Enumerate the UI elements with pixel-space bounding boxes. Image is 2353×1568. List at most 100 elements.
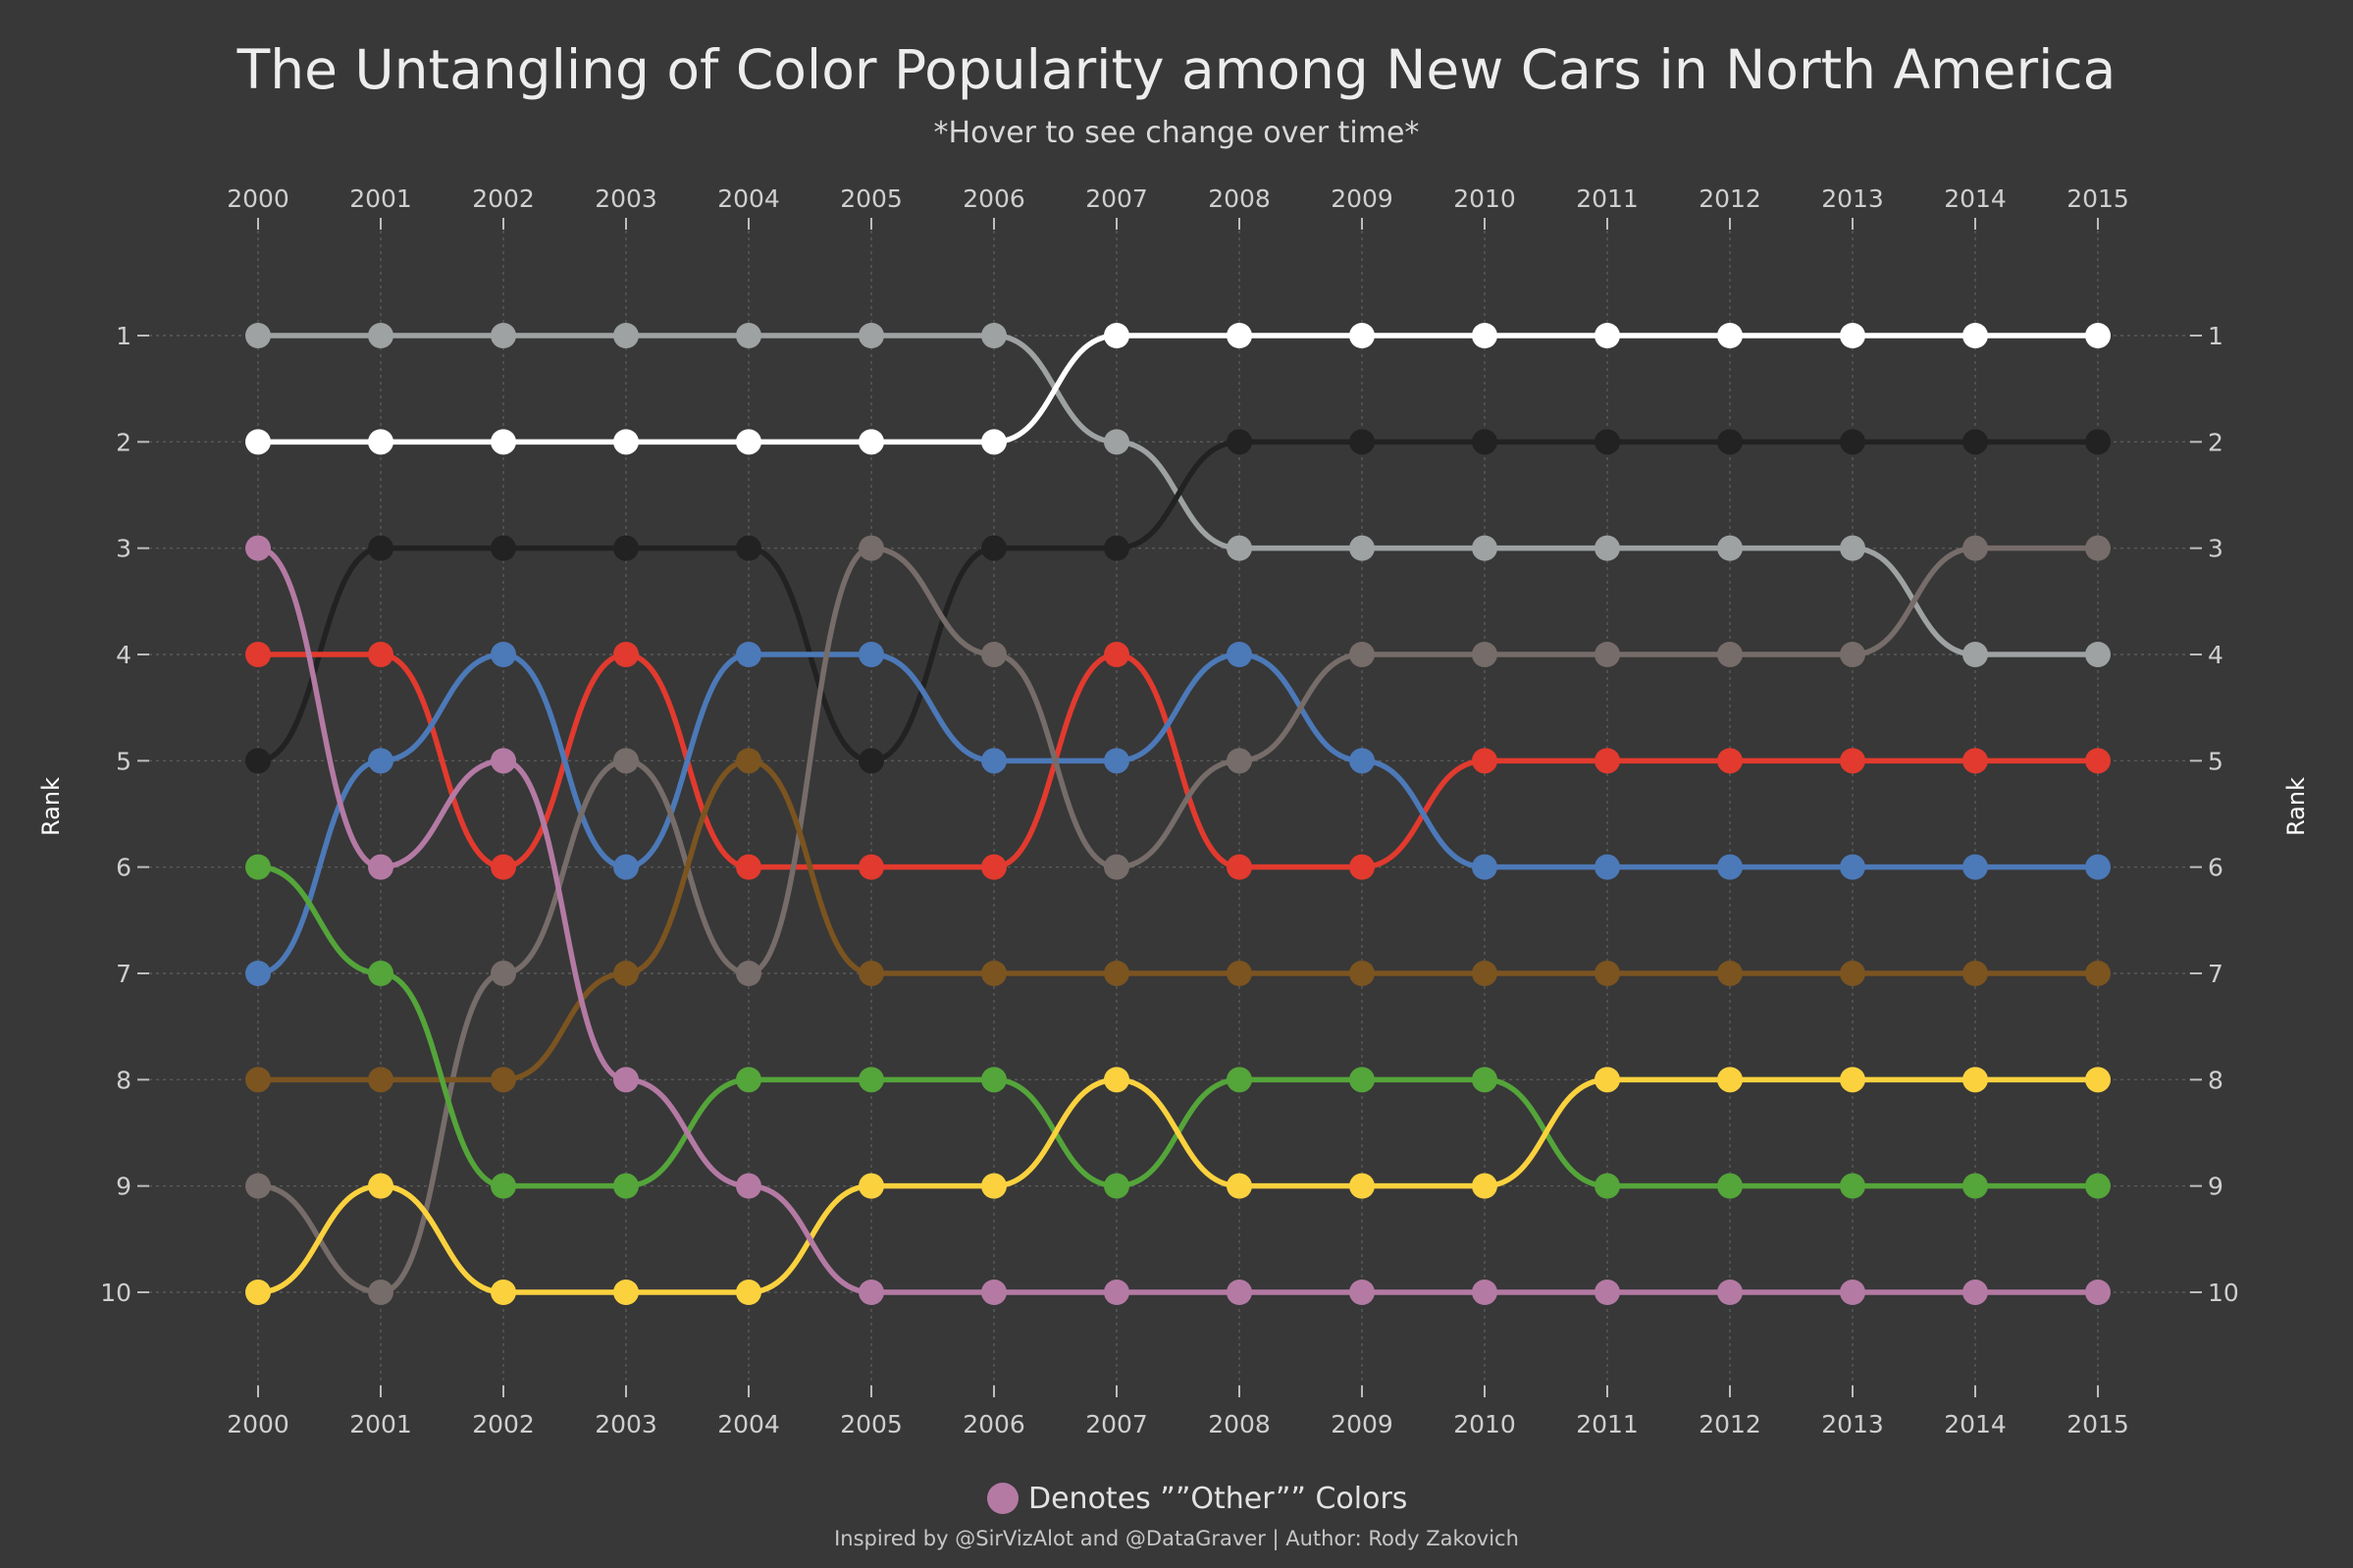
series-point[interactable] [981,748,1007,774]
series-point[interactable] [1595,854,1620,880]
series-point[interactable] [491,642,516,667]
series-point[interactable] [736,1280,761,1305]
series-point[interactable] [1472,323,1497,348]
series-point[interactable] [1349,748,1375,774]
series-point[interactable] [1349,961,1375,986]
series-point[interactable] [1227,748,1252,774]
series-point[interactable] [2085,535,2111,561]
series-point[interactable] [1840,323,1865,348]
series-point[interactable] [859,1067,884,1093]
series-point[interactable] [368,1280,393,1305]
series-point[interactable] [2085,961,2111,986]
series-point[interactable] [2085,854,2111,880]
series-point[interactable] [1104,1173,1129,1199]
series-point[interactable] [1962,961,1988,986]
series-point[interactable] [1349,429,1375,455]
series-point[interactable] [1104,323,1129,348]
series-point[interactable] [368,1067,393,1093]
series-point[interactable] [1962,748,1988,774]
series-point[interactable] [1717,748,1743,774]
series-point[interactable] [2085,429,2111,455]
series-point[interactable] [245,429,271,455]
series-point[interactable] [859,535,884,561]
series-point[interactable] [981,642,1007,667]
series-point[interactable] [1227,1173,1252,1199]
series-point[interactable] [1472,1067,1497,1093]
series-point[interactable] [613,1173,639,1199]
series-point[interactable] [1717,854,1743,880]
series-point[interactable] [859,323,884,348]
series-points[interactable] [245,323,2111,1305]
series-point[interactable] [1962,1067,1988,1093]
series-point[interactable] [1472,961,1497,986]
series-point[interactable] [245,323,271,348]
series-point[interactable] [245,854,271,880]
series-point[interactable] [245,535,271,561]
series-point[interactable] [1472,535,1497,561]
series-point[interactable] [2085,1067,2111,1093]
series-point[interactable] [736,535,761,561]
series-point[interactable] [1595,1067,1620,1093]
series-point[interactable] [859,961,884,986]
series-point[interactable] [1227,1067,1252,1093]
series-point[interactable] [1104,642,1129,667]
series-point[interactable] [1595,535,1620,561]
series-point[interactable] [245,748,271,774]
series-point[interactable] [736,642,761,667]
series-point[interactable] [491,1067,516,1093]
series-point[interactable] [1595,429,1620,455]
series-point[interactable] [1472,642,1497,667]
series-point[interactable] [368,642,393,667]
series-point[interactable] [1472,1173,1497,1199]
series-point[interactable] [1595,748,1620,774]
series-point[interactable] [1840,1067,1865,1093]
series-point[interactable] [1717,429,1743,455]
series-point[interactable] [491,961,516,986]
series-point[interactable] [368,1173,393,1199]
series-point[interactable] [859,1280,884,1305]
series-point[interactable] [1840,642,1865,667]
series-point[interactable] [1349,642,1375,667]
series-point[interactable] [1349,1280,1375,1305]
series-point[interactable] [981,854,1007,880]
series-point[interactable] [613,748,639,774]
series-point[interactable] [1595,1280,1620,1305]
series-point[interactable] [736,961,761,986]
series-point[interactable] [1962,1280,1988,1305]
series-point[interactable] [736,429,761,455]
series-point[interactable] [981,1067,1007,1093]
series-point[interactable] [491,323,516,348]
series-point[interactable] [613,429,639,455]
series-point[interactable] [1840,854,1865,880]
series-point[interactable] [1595,642,1620,667]
series-point[interactable] [736,1067,761,1093]
series-point[interactable] [245,642,271,667]
series-point[interactable] [1227,535,1252,561]
series-point[interactable] [1595,961,1620,986]
series-point[interactable] [245,961,271,986]
series-point[interactable] [1717,323,1743,348]
series-point[interactable] [1349,535,1375,561]
series-point[interactable] [613,323,639,348]
series-point[interactable] [1472,748,1497,774]
series-point[interactable] [1104,1067,1129,1093]
series-point[interactable] [613,854,639,880]
series-point[interactable] [1349,1173,1375,1199]
series-point[interactable] [1104,748,1129,774]
series-point[interactable] [1840,961,1865,986]
series-point[interactable] [1962,642,1988,667]
series-point[interactable] [1840,1173,1865,1199]
series-point[interactable] [368,323,393,348]
series-point[interactable] [491,854,516,880]
series-point[interactable] [1104,854,1129,880]
series-point[interactable] [1472,854,1497,880]
series-point[interactable] [1227,429,1252,455]
series-point[interactable] [859,642,884,667]
series-point[interactable] [368,535,393,561]
series-point[interactable] [1472,429,1497,455]
series-point[interactable] [736,854,761,880]
series-point[interactable] [1349,854,1375,880]
series-point[interactable] [2085,323,2111,348]
series-point[interactable] [1717,642,1743,667]
series-point[interactable] [859,429,884,455]
